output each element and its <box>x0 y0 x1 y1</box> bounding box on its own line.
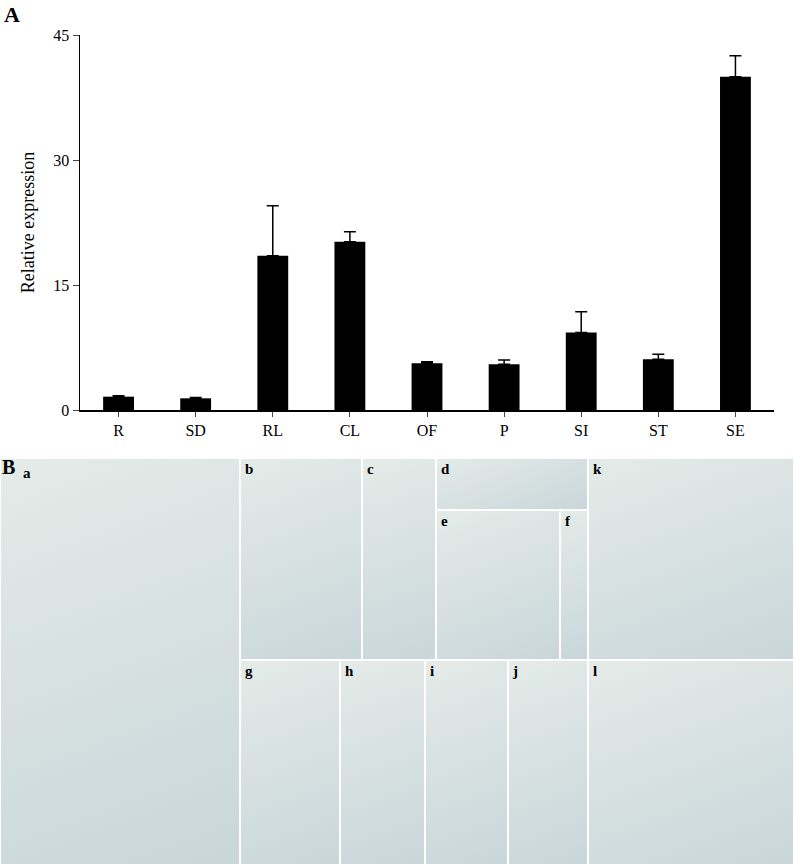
html-text:j: j <box>513 663 518 679</box>
svg-text:CL: CL <box>340 422 360 439</box>
html-text:k: k <box>593 461 602 477</box>
svg-text:A: A <box>4 2 20 27</box>
svg-text:Relative expression: Relative expression <box>18 152 38 293</box>
svg-text:P: P <box>500 422 509 439</box>
svg-text:RL: RL <box>263 422 283 439</box>
html-text:i: i <box>430 663 435 679</box>
html-text:f: f <box>565 513 570 529</box>
svg-text:0: 0 <box>61 402 69 419</box>
html-text:g: g <box>245 663 253 679</box>
html-text:d: d <box>441 461 450 477</box>
svg-text:SE: SE <box>726 422 745 439</box>
html-text:b: b <box>245 461 254 477</box>
svg-text:30: 30 <box>53 152 69 169</box>
svg-text:SI: SI <box>574 422 588 439</box>
svg-text:ST: ST <box>649 422 668 439</box>
svg-text:OF: OF <box>417 422 438 439</box>
html-text:B a: B a <box>2 456 31 481</box>
svg-text:SD: SD <box>185 422 205 439</box>
html-text:e: e <box>441 513 448 529</box>
html-text:l: l <box>593 663 598 679</box>
svg-text:15: 15 <box>53 277 69 294</box>
svg-text:45: 45 <box>53 27 69 44</box>
svg-text:R: R <box>113 422 124 439</box>
html-text:h: h <box>345 663 354 679</box>
html-text:c: c <box>367 461 374 477</box>
